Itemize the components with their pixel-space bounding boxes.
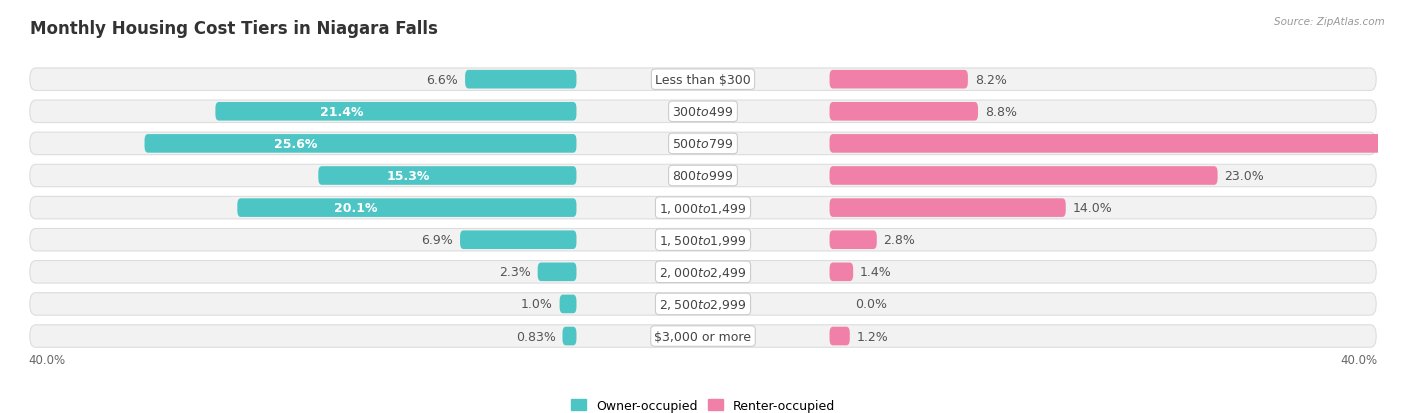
Text: 40.0%: 40.0% — [1341, 353, 1378, 366]
Legend: Owner-occupied, Renter-occupied: Owner-occupied, Renter-occupied — [567, 394, 839, 413]
Text: 1.0%: 1.0% — [522, 298, 553, 311]
Text: 1.2%: 1.2% — [856, 330, 889, 343]
FancyBboxPatch shape — [830, 167, 1218, 185]
FancyBboxPatch shape — [830, 135, 1406, 153]
Text: $2,000 to $2,499: $2,000 to $2,499 — [659, 265, 747, 279]
FancyBboxPatch shape — [30, 325, 1376, 347]
Text: Less than $300: Less than $300 — [655, 74, 751, 86]
FancyBboxPatch shape — [830, 263, 853, 281]
Text: $800 to $999: $800 to $999 — [672, 170, 734, 183]
Text: 20.1%: 20.1% — [335, 202, 378, 215]
Text: 6.6%: 6.6% — [426, 74, 458, 86]
FancyBboxPatch shape — [30, 229, 1376, 252]
Text: 0.83%: 0.83% — [516, 330, 555, 343]
Text: $3,000 or more: $3,000 or more — [655, 330, 751, 343]
Text: 21.4%: 21.4% — [321, 106, 364, 119]
Text: 25.6%: 25.6% — [274, 138, 318, 150]
Text: $1,000 to $1,499: $1,000 to $1,499 — [659, 201, 747, 215]
Text: $2,500 to $2,999: $2,500 to $2,999 — [659, 297, 747, 311]
FancyBboxPatch shape — [830, 327, 849, 346]
FancyBboxPatch shape — [30, 293, 1376, 316]
FancyBboxPatch shape — [30, 133, 1376, 155]
Text: $500 to $799: $500 to $799 — [672, 138, 734, 150]
Text: Source: ZipAtlas.com: Source: ZipAtlas.com — [1274, 17, 1385, 26]
Text: 2.3%: 2.3% — [499, 266, 531, 279]
Text: 14.0%: 14.0% — [1073, 202, 1112, 215]
FancyBboxPatch shape — [830, 71, 967, 89]
FancyBboxPatch shape — [460, 231, 576, 249]
Text: 40.0%: 40.0% — [28, 353, 65, 366]
FancyBboxPatch shape — [562, 327, 576, 346]
Text: Monthly Housing Cost Tiers in Niagara Falls: Monthly Housing Cost Tiers in Niagara Fa… — [30, 20, 437, 38]
FancyBboxPatch shape — [238, 199, 576, 217]
FancyBboxPatch shape — [830, 199, 1066, 217]
Text: 8.2%: 8.2% — [974, 74, 1007, 86]
Text: 8.8%: 8.8% — [984, 106, 1017, 119]
FancyBboxPatch shape — [30, 69, 1376, 91]
FancyBboxPatch shape — [30, 197, 1376, 219]
Text: 23.0%: 23.0% — [1225, 170, 1264, 183]
Text: $300 to $499: $300 to $499 — [672, 106, 734, 119]
Text: 0.0%: 0.0% — [855, 298, 887, 311]
Text: 1.4%: 1.4% — [860, 266, 891, 279]
Text: 2.8%: 2.8% — [883, 234, 915, 247]
Text: $1,500 to $1,999: $1,500 to $1,999 — [659, 233, 747, 247]
Text: 6.9%: 6.9% — [422, 234, 453, 247]
FancyBboxPatch shape — [465, 71, 576, 89]
FancyBboxPatch shape — [537, 263, 576, 281]
FancyBboxPatch shape — [30, 165, 1376, 187]
FancyBboxPatch shape — [830, 103, 979, 121]
FancyBboxPatch shape — [145, 135, 576, 153]
FancyBboxPatch shape — [830, 231, 877, 249]
FancyBboxPatch shape — [30, 261, 1376, 283]
FancyBboxPatch shape — [30, 101, 1376, 123]
FancyBboxPatch shape — [318, 167, 576, 185]
FancyBboxPatch shape — [215, 103, 576, 121]
Text: 15.3%: 15.3% — [387, 170, 430, 183]
FancyBboxPatch shape — [560, 295, 576, 313]
